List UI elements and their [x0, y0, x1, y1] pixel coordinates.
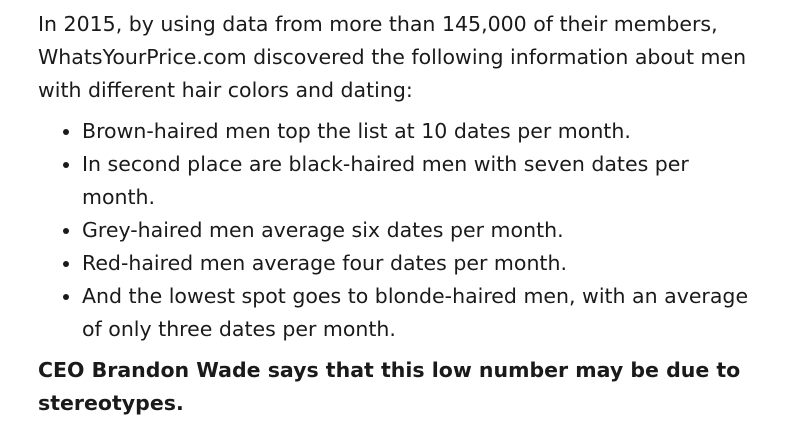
closing-paragraph: CEO Brandon Wade says that this low numb…	[38, 358, 741, 415]
list-item: Brown-haired men top the list at 10 date…	[82, 115, 758, 148]
list-item: Grey-haired men average six dates per mo…	[82, 214, 758, 247]
list-item: Red-haired men average four dates per mo…	[82, 247, 758, 280]
hair-color-list: Brown-haired men top the list at 10 date…	[38, 115, 758, 346]
list-item: And the lowest spot goes to blonde-haire…	[82, 280, 758, 346]
intro-paragraph: In 2015, by using data from more than 14…	[38, 12, 747, 102]
list-item: In second place are black-haired men wit…	[82, 148, 758, 214]
article-body: In 2015, by using data from more than 14…	[0, 0, 758, 420]
